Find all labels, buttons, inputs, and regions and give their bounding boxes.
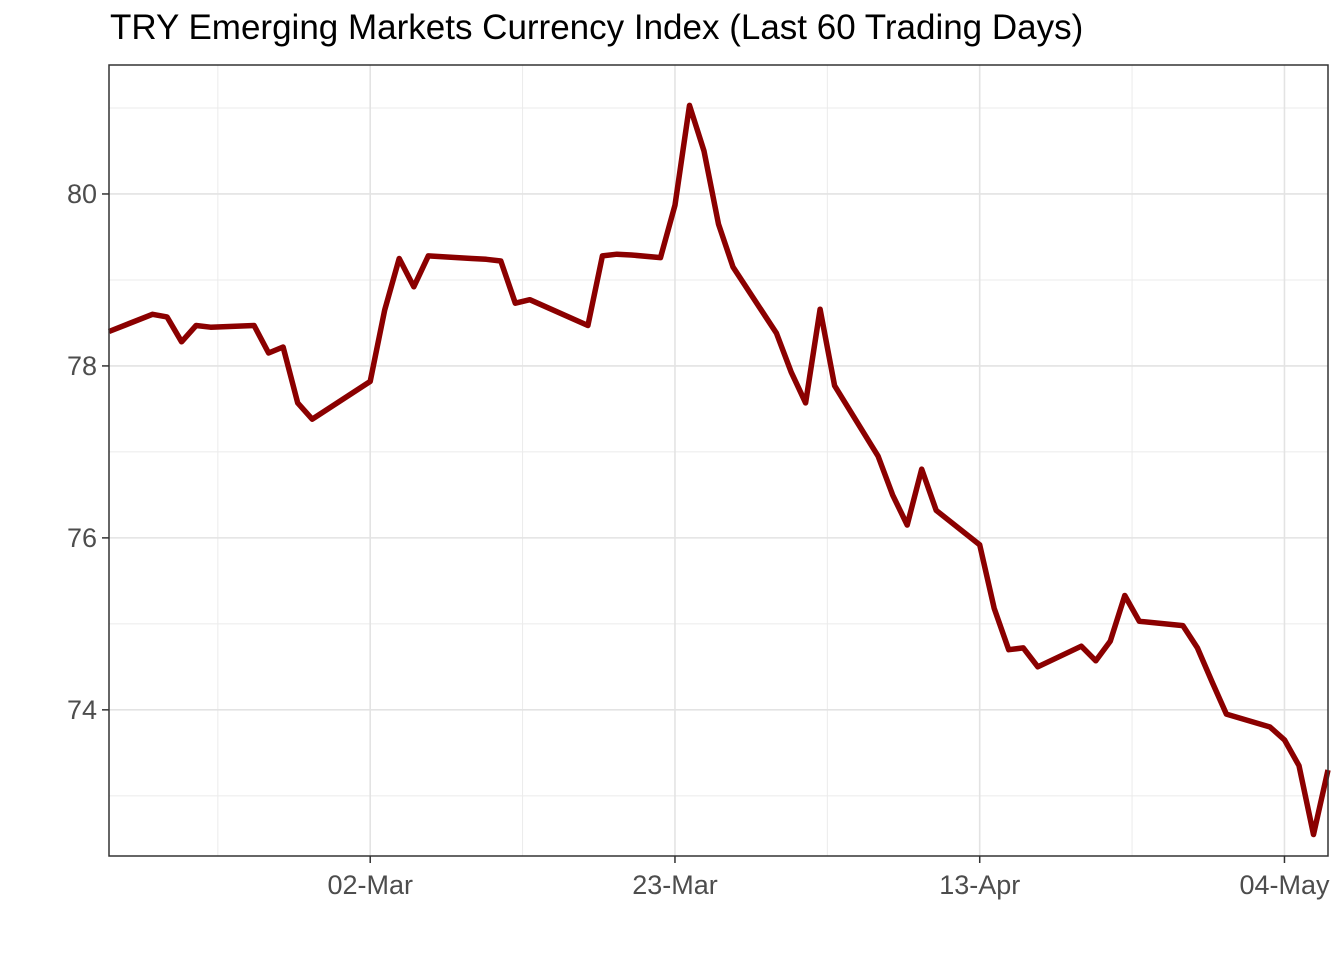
y-tick-label: 78 [67, 351, 97, 381]
series-layer [107, 102, 1331, 838]
y-tick-label: 76 [67, 523, 97, 553]
axis-tick-labels: 74 76 78 80 02-Mar 23-Mar 13-Apr 04-May [67, 179, 1330, 900]
x-tick-label: 02-Mar [327, 870, 413, 900]
x-tick-label: 23-Mar [632, 870, 718, 900]
y-tick-label: 74 [67, 695, 97, 725]
y-tick-label: 80 [67, 179, 97, 209]
major-grid [109, 65, 1328, 856]
x-tick-label: 13-Apr [939, 870, 1020, 900]
series-line [107, 102, 1331, 838]
plot-panel-border [108, 64, 1329, 857]
axis-ticks [102, 193, 1286, 863]
x-tick-label: 04-May [1239, 870, 1330, 900]
chart-title: TRY Emerging Markets Currency Index (Las… [110, 8, 1084, 47]
minor-grid [109, 65, 1328, 856]
